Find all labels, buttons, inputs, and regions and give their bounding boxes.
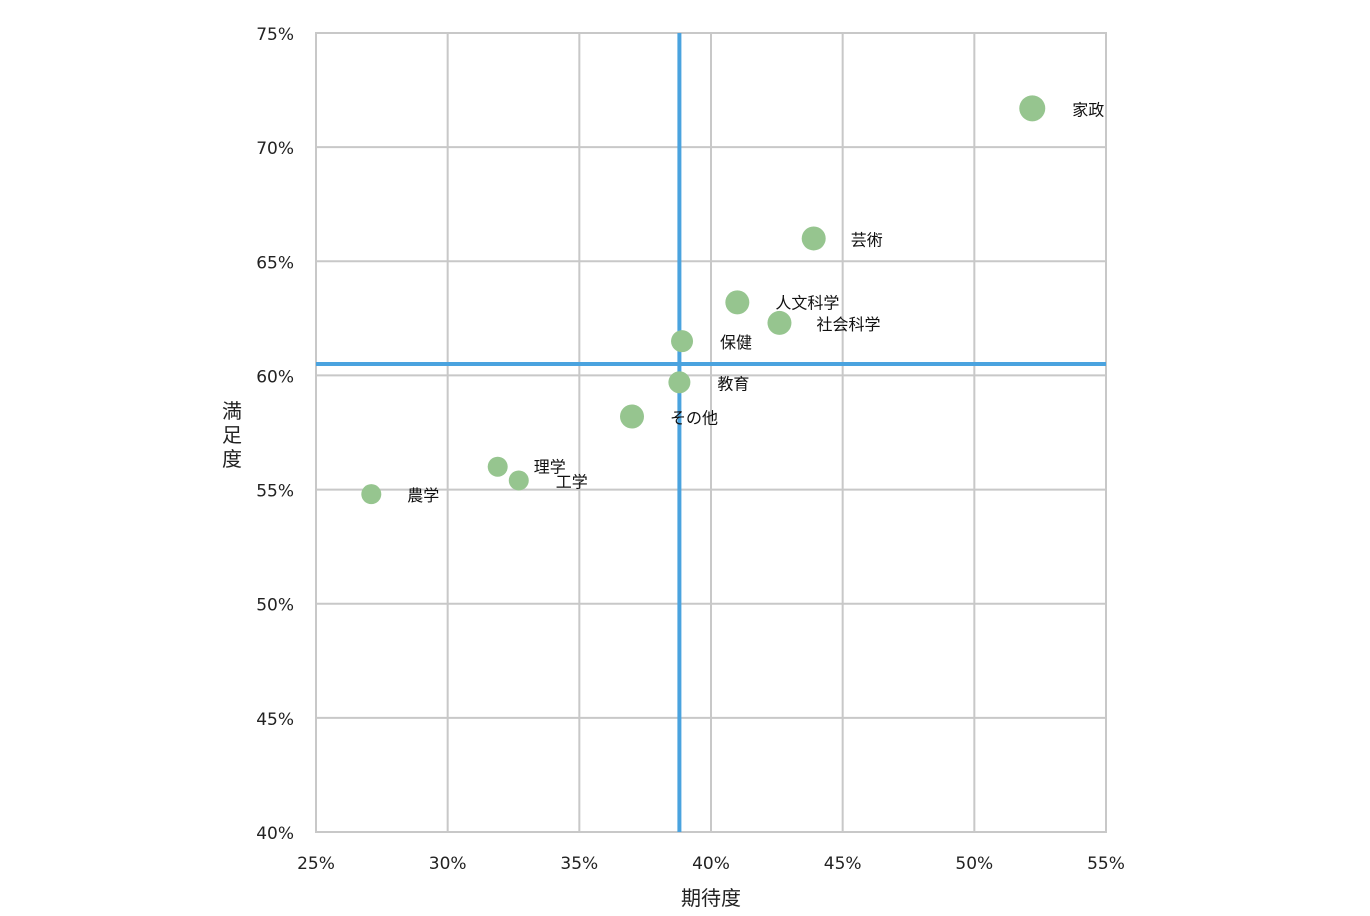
data-label: その他 (670, 409, 718, 428)
grid-layer (315, 32, 1107, 833)
points-layer (361, 95, 1046, 505)
data-label: 保健 (720, 333, 752, 352)
y-tick-label: 55% (256, 482, 294, 502)
y-axis-title: 満足度 (222, 399, 242, 471)
y-tick-label: 75% (256, 25, 294, 45)
y-tick-label: 50% (256, 596, 294, 616)
x-tick-label: 50% (955, 854, 993, 874)
tick-labels-layer: 25% 30% 35% 40% 45% 50% 55% 40% 45% 50% 55% 60% 65% 7… (256, 25, 1125, 874)
data-point (801, 226, 826, 251)
data-point (725, 290, 750, 315)
y-tick-label: 45% (256, 710, 294, 730)
data-point (671, 330, 694, 353)
data-point (620, 404, 644, 429)
data-label: 芸術 (851, 230, 883, 249)
data-label: 農学 (407, 486, 439, 505)
axis-titles-layer: 期待度 満足度 (222, 399, 741, 910)
data-label: 理学 (534, 458, 566, 477)
x-tick-label: 45% (824, 854, 862, 874)
x-tick-label: 55% (1087, 854, 1125, 874)
y-tick-label: 60% (256, 367, 294, 387)
data-point (361, 484, 382, 505)
data-point (668, 371, 691, 394)
data-label: 人文科学 (775, 293, 839, 312)
data-label: 教育 (717, 374, 749, 393)
x-tick-label: 35% (560, 854, 598, 874)
y-tick-label: 40% (256, 824, 294, 844)
data-point (487, 456, 508, 477)
data-label: 工学 (556, 472, 588, 491)
data-label: 家政 (1072, 100, 1104, 119)
y-tick-label: 70% (256, 139, 294, 159)
data-point (767, 310, 792, 335)
x-tick-label: 30% (429, 854, 467, 874)
x-tick-label: 25% (297, 854, 335, 874)
data-point (1019, 95, 1046, 122)
x-axis-title: 期待度 (681, 886, 741, 910)
y-tick-label: 65% (256, 253, 294, 273)
x-tick-label: 40% (692, 854, 730, 874)
data-label: 社会科学 (816, 315, 880, 334)
data-point (508, 470, 529, 491)
reference-lines-layer (316, 33, 1106, 832)
plot-border (315, 32, 1107, 833)
